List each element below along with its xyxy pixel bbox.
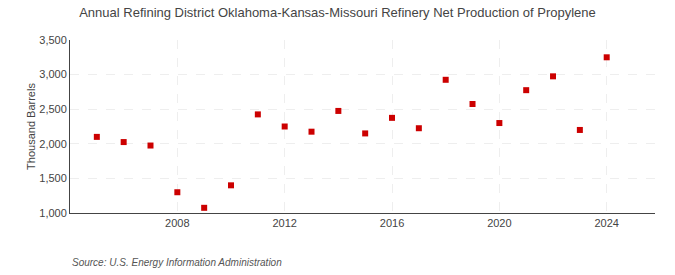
svg-text:3,500: 3,500	[39, 34, 67, 46]
svg-text:2016: 2016	[380, 217, 404, 229]
svg-text:2012: 2012	[272, 217, 296, 229]
svg-text:Source: U.S. Energy Informatio: Source: U.S. Energy Information Administ…	[72, 257, 282, 268]
svg-text:3,000: 3,000	[39, 68, 67, 80]
svg-text:Thousand Barrels: Thousand Barrels	[25, 83, 37, 170]
svg-text:1,000: 1,000	[39, 207, 67, 219]
svg-text:2,000: 2,000	[39, 138, 67, 150]
svg-text:2020: 2020	[487, 217, 511, 229]
svg-text:2008: 2008	[165, 217, 189, 229]
svg-text:1,500: 1,500	[39, 172, 67, 184]
svg-text:2,500: 2,500	[39, 103, 67, 115]
svg-text:2024: 2024	[594, 217, 618, 229]
svg-text:Annual Refining District Oklah: Annual Refining District Oklahoma-Kansas…	[79, 5, 596, 20]
